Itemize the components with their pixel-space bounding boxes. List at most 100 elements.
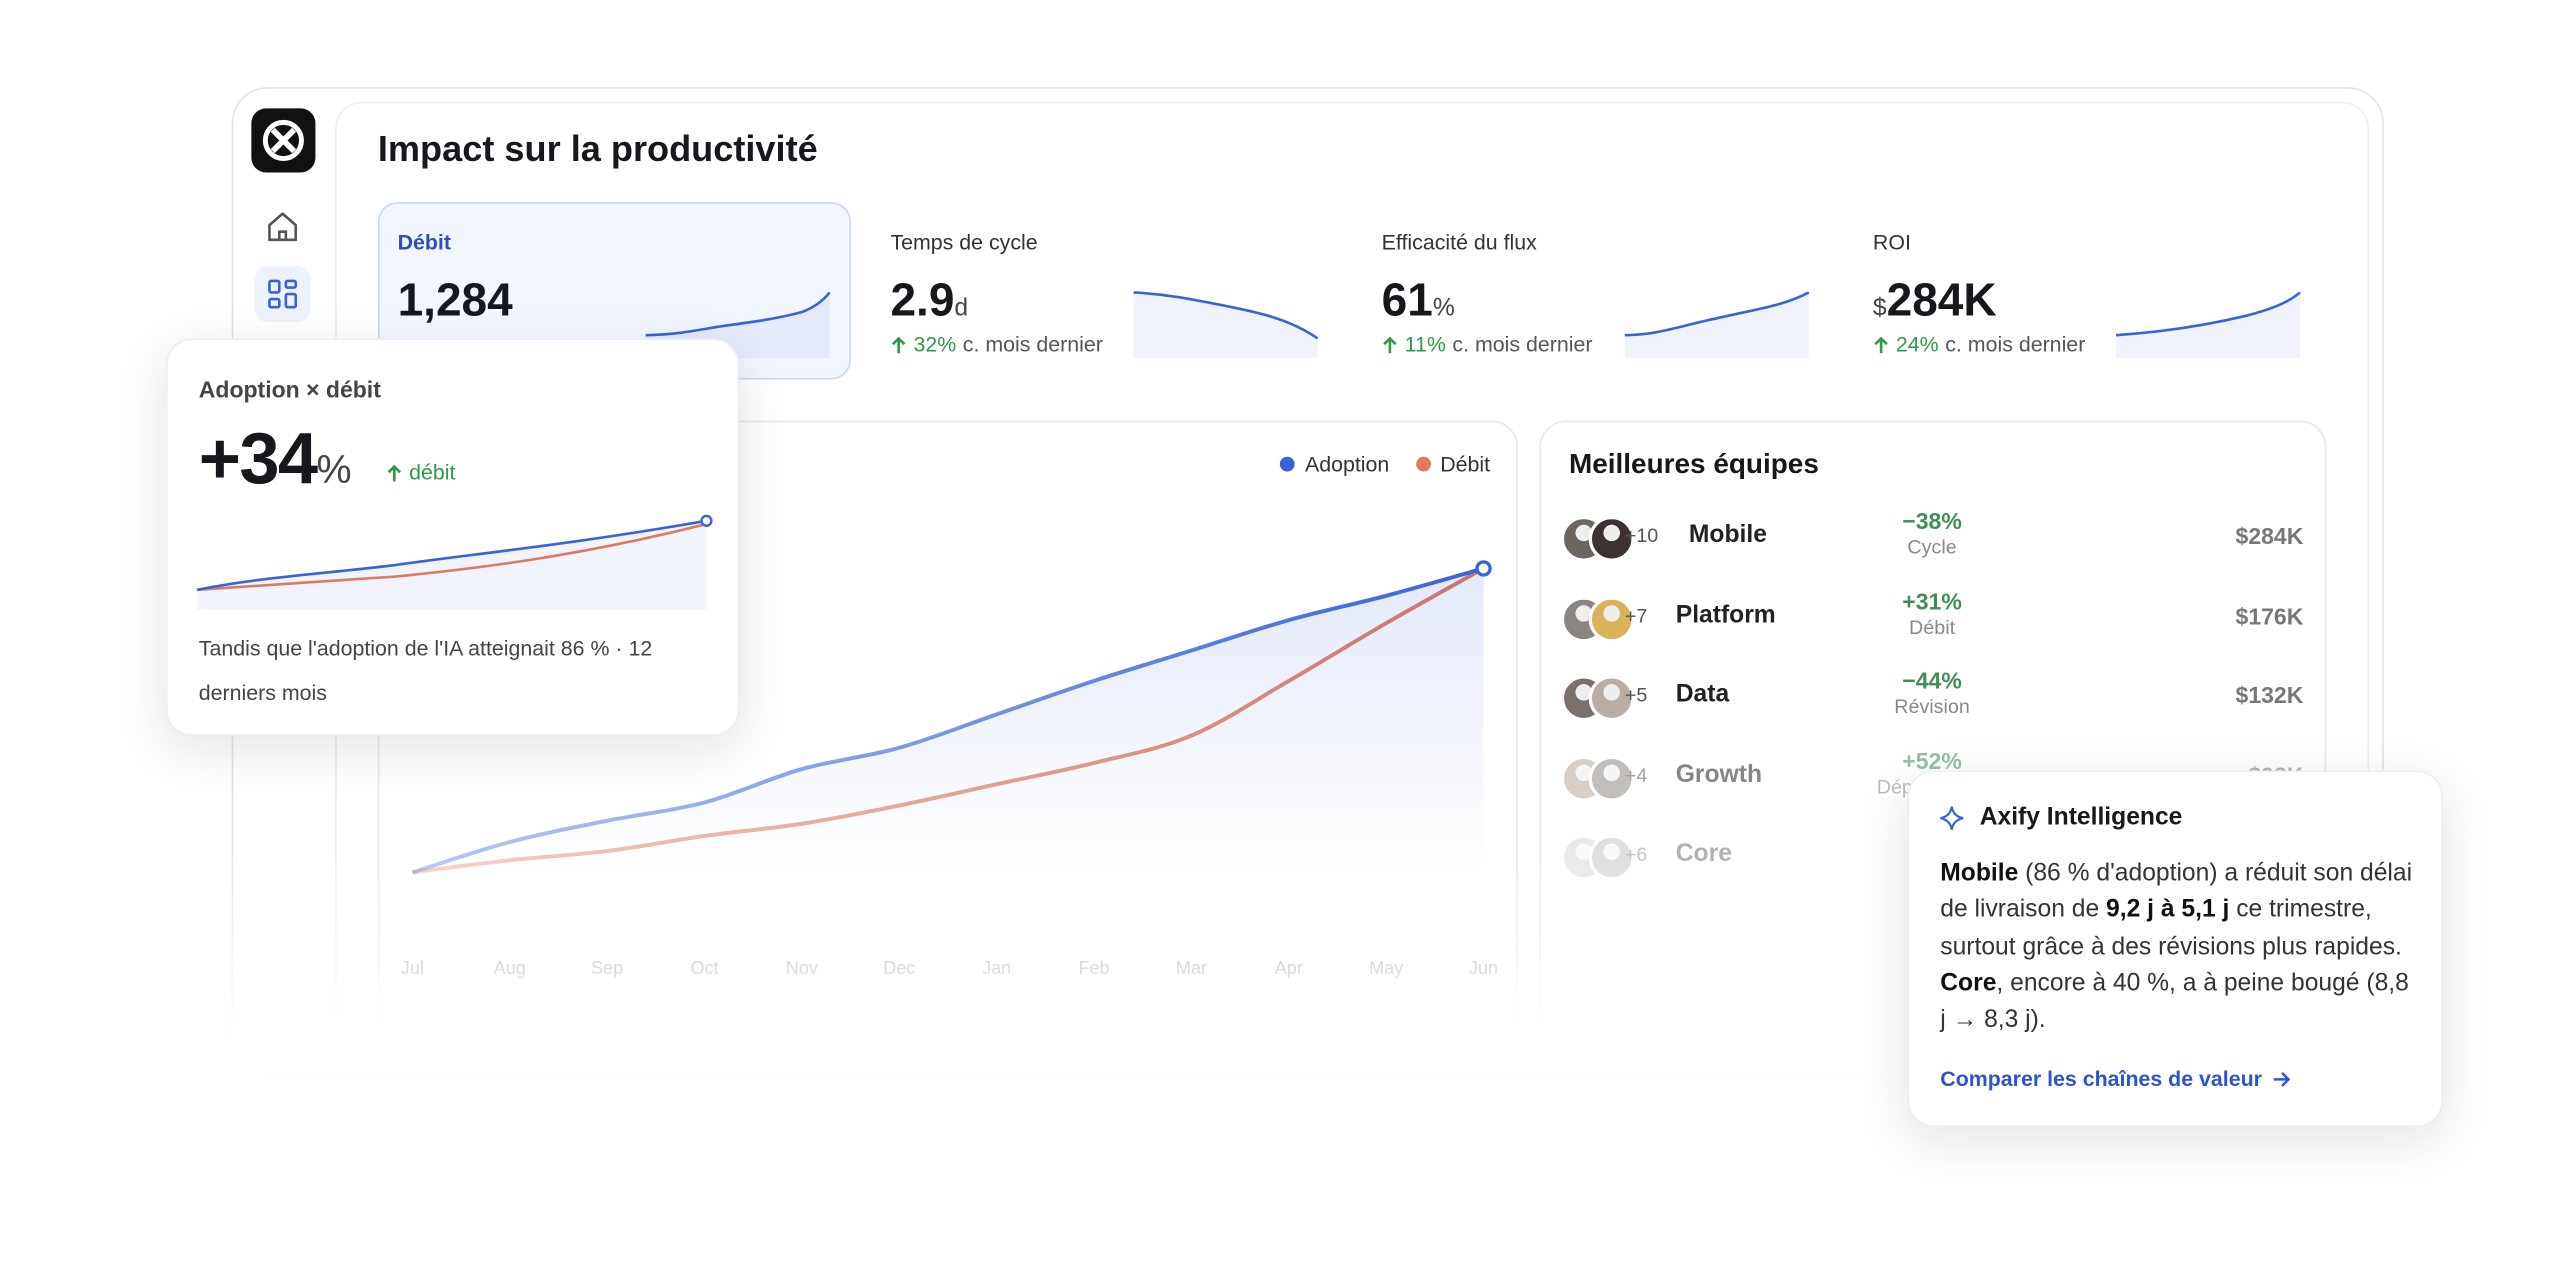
insight-text: 9,2 j à 5,1 j xyxy=(2106,895,2230,924)
kpi-delta: 32% xyxy=(913,331,957,357)
mini-area xyxy=(197,520,707,610)
team-extra: +5 xyxy=(1624,683,1648,707)
legend-label: Débit xyxy=(1440,451,1491,477)
team-change: −38% xyxy=(1902,507,1962,534)
avatar xyxy=(1588,675,1635,722)
kpi-label: Temps de cycle xyxy=(890,230,1038,255)
team-name: Platform xyxy=(1675,600,1776,629)
badge-text: débit xyxy=(409,460,456,485)
kpi-period: c. mois dernier xyxy=(962,331,1103,357)
up-arrow xyxy=(1383,335,1397,353)
sparkle-icon xyxy=(1940,805,1964,830)
kpi-number: 61 xyxy=(1381,274,1433,326)
dashboard-icon xyxy=(268,279,298,309)
team-name: Data xyxy=(1675,680,1730,709)
team-row[interactable]: +5 Data −44% Révision $132K xyxy=(1541,662,2325,728)
insight-link[interactable]: Comparer les chaînes de valeur xyxy=(1940,1066,2291,1091)
team-name: Growth xyxy=(1675,759,1763,788)
mini-line xyxy=(196,519,707,592)
kpi-value: $284K xyxy=(1873,274,1997,327)
arrow-path xyxy=(387,463,401,481)
team-value: $284K xyxy=(2235,522,2304,549)
end-point xyxy=(1475,560,1492,577)
mini-chart xyxy=(196,514,713,610)
team-name: Mobile xyxy=(1688,520,1767,549)
team-metric: Débit xyxy=(1909,615,1956,639)
avatar xyxy=(1588,595,1635,642)
legend-label: Adoption xyxy=(1304,451,1390,477)
kpi-prefix: $ xyxy=(1872,294,1887,323)
insight-body: Mobile (86 % d'adoption) a réduit son dé… xyxy=(1940,856,2416,1039)
kpi-period: c. mois dernier xyxy=(1945,331,2086,357)
logo[interactable] xyxy=(251,108,316,173)
sparkline-line xyxy=(1624,291,1810,337)
insight-text: Core xyxy=(1940,969,1997,998)
team-extra: +7 xyxy=(1624,603,1648,627)
legend-item: Adoption xyxy=(1280,451,1390,477)
sparkline xyxy=(1133,291,1319,359)
legend-swatch xyxy=(1415,456,1431,472)
up-arrow xyxy=(891,335,906,353)
insight-text: ce trimestre, surtout grâce à des révisi… xyxy=(1940,895,2402,961)
insight-header: Axify Intelligence xyxy=(1940,803,2182,831)
card-title: Adoption × débit xyxy=(198,376,381,403)
adoption-card: Adoption × débit +34% débit Tandis que l'ad… xyxy=(165,338,740,737)
team-value: $132K xyxy=(2235,681,2304,709)
team-change: −44% xyxy=(1902,667,1962,694)
kpi-change: 32% c. mois dernier xyxy=(890,331,1103,357)
dashboard-nav[interactable] xyxy=(254,266,311,323)
arrow-path xyxy=(891,335,906,353)
insight-card: Axify Intelligence Mobile (86 % d'adoptio… xyxy=(1907,770,2443,1128)
big-value: +34% xyxy=(198,418,352,501)
teams-title: Meilleures équipes xyxy=(1568,448,1819,480)
team-metric: Révision xyxy=(1894,694,1970,718)
kpi-number: 1,284 xyxy=(397,274,513,326)
arrow-path xyxy=(1383,335,1397,353)
link-text: Comparer les chaînes de valeur xyxy=(1940,1066,2262,1091)
home-icon[interactable] xyxy=(263,207,302,246)
sparkline-line xyxy=(2115,291,2301,337)
kpi-period: c. mois dernier xyxy=(1452,331,1593,357)
insight-text: (86 % d'adoption) a réduit son délai de … xyxy=(1940,859,2413,924)
team-extra: +10 xyxy=(1624,524,1659,548)
caption: Tandis que l'adoption de l'IA atteignait… xyxy=(198,635,653,705)
value: +34 xyxy=(198,418,318,500)
logo-mark xyxy=(262,119,304,162)
insight-text: Mobile xyxy=(1940,859,2019,888)
sparkline-area xyxy=(2116,292,2301,359)
team-change: +52% xyxy=(1902,746,1962,773)
kpi-label: Efficacité du flux xyxy=(1381,230,1537,255)
mini-end xyxy=(700,514,713,527)
up-arrow xyxy=(387,463,401,481)
arrow-path xyxy=(1874,335,1888,353)
kpi-delta: 24% xyxy=(1895,331,1939,357)
kpi-value: 1,284 xyxy=(398,274,513,327)
unit: % xyxy=(316,448,351,493)
kpi-unit: d xyxy=(954,294,969,323)
sparkle xyxy=(1940,805,1964,830)
avatar xyxy=(1588,515,1635,562)
kpi-number: 2.9 xyxy=(890,274,955,326)
sparkline xyxy=(1624,291,1810,359)
kpi-change: 11% c. mois dernier xyxy=(1382,331,1593,357)
team-value: $176K xyxy=(2235,602,2304,629)
arrow-path xyxy=(2273,1071,2290,1087)
kpi-number: 284K xyxy=(1886,274,1997,326)
team-row[interactable]: +7 Platform +31% Débit $176K xyxy=(1541,582,2325,648)
team-extra: +4 xyxy=(1624,763,1648,787)
team-row[interactable]: +10 Mobile −38% Cycle $284K xyxy=(1541,503,2325,569)
link-arrow xyxy=(2273,1071,2290,1087)
badge: débit xyxy=(386,460,455,485)
sparkline-area xyxy=(1133,292,1318,359)
legend-item: Débit xyxy=(1415,451,1491,477)
team-change: +31% xyxy=(1902,587,1962,614)
page-title: Impact sur la productivité xyxy=(377,128,818,170)
kpi-delta: 11% xyxy=(1404,331,1446,357)
legend: Adoption Débit xyxy=(1280,451,1491,477)
sparkline-line xyxy=(1133,291,1319,340)
series-line xyxy=(411,566,1485,875)
kpi-value: 2.9d xyxy=(890,274,968,327)
mini-line xyxy=(197,522,707,592)
kpi-change: 24% c. mois dernier xyxy=(1873,332,2085,357)
